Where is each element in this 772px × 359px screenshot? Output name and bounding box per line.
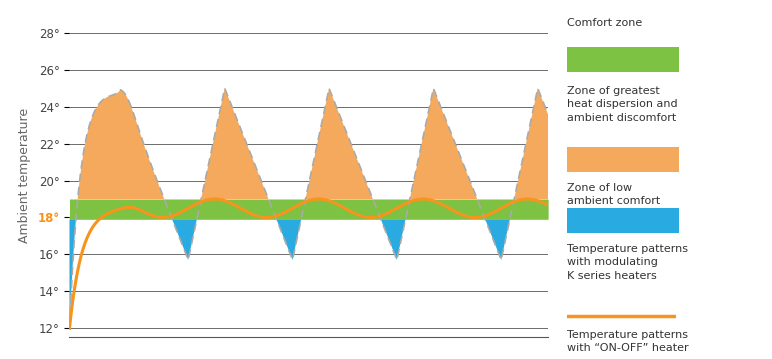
Text: Comfort zone: Comfort zone [567,18,642,28]
Text: Temperature patterns
with “ON-OFF” heater: Temperature patterns with “ON-OFF” heate… [567,330,689,354]
Text: Temperature patterns
with modulating
K series heaters: Temperature patterns with modulating K s… [567,244,689,280]
Text: Zone of greatest
heat dispersion and
ambient discomfort: Zone of greatest heat dispersion and amb… [567,86,678,122]
Text: Zone of low
ambient comfort: Zone of low ambient comfort [567,183,661,206]
Y-axis label: Ambient temperature: Ambient temperature [18,108,31,243]
